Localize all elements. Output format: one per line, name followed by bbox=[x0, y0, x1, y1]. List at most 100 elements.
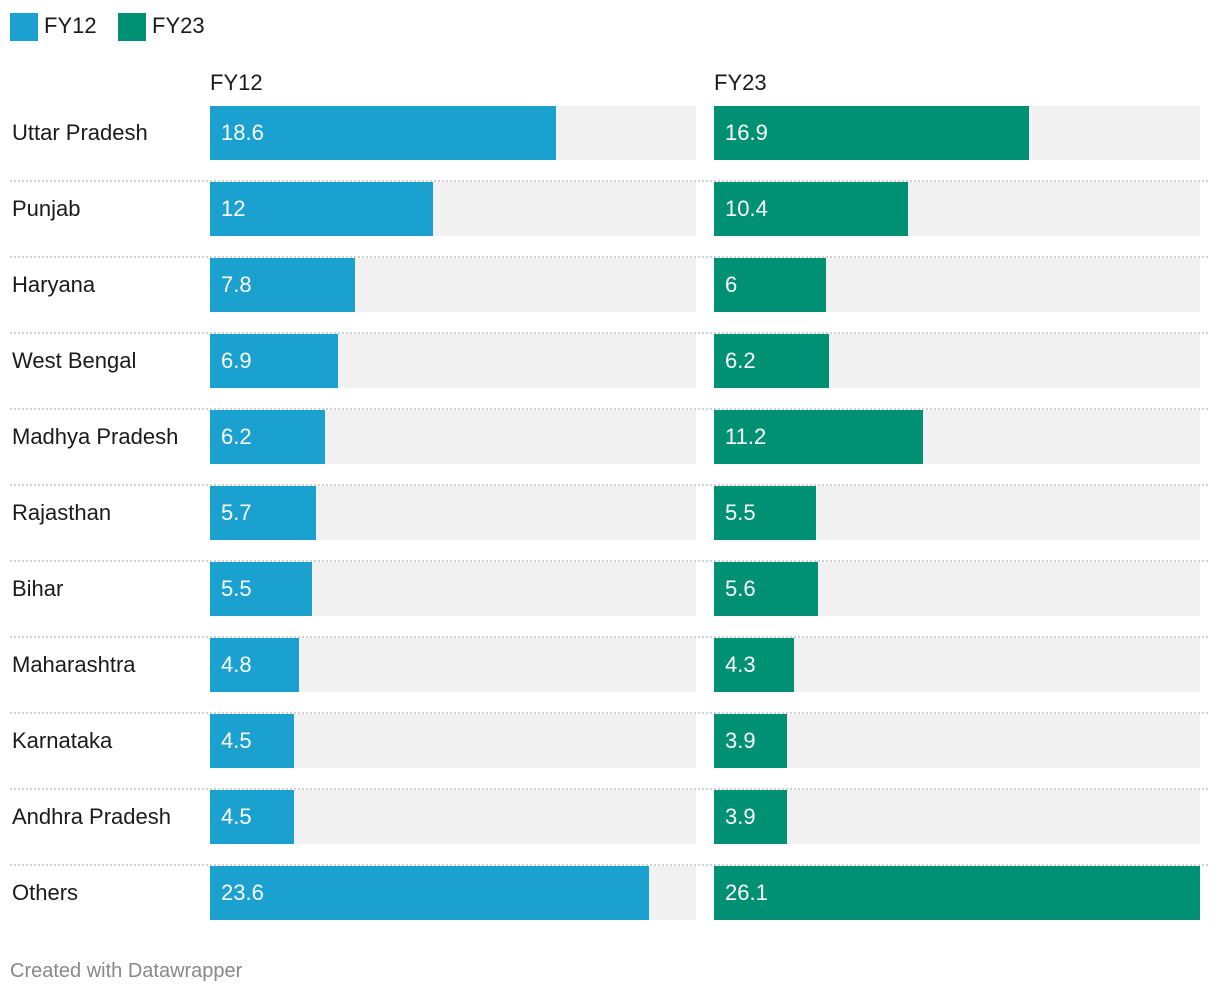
bar-fy12[interactable]: 6.2 bbox=[210, 410, 326, 464]
chart-row-andhra-pradesh: Andhra Pradesh 4.5 3.9 bbox=[10, 790, 1208, 866]
legend-label: FY12 bbox=[44, 13, 97, 38]
bar-value-label: 6.9 bbox=[221, 348, 252, 373]
bar-value-label: 3.9 bbox=[725, 728, 756, 753]
row-separator bbox=[10, 864, 1208, 866]
bar-value-label: 3.9 bbox=[725, 804, 756, 829]
bar-track-fy12: 12 bbox=[210, 182, 696, 236]
category-label: Madhya Pradesh bbox=[12, 424, 179, 449]
category-label: Punjab bbox=[12, 196, 81, 221]
bar-value-label: 5.7 bbox=[221, 500, 252, 525]
chart-row-rajasthan: Rajasthan 5.7 5.5 bbox=[10, 486, 1208, 562]
category-label: West Bengal bbox=[12, 348, 137, 373]
bar-value-label: 6.2 bbox=[221, 424, 252, 449]
bar-track-fy23: 5.6 bbox=[714, 562, 1200, 616]
bar-value-label: 26.1 bbox=[725, 880, 768, 905]
row-separator bbox=[10, 560, 1208, 562]
row-separator bbox=[10, 788, 1208, 790]
chart-row-west-bengal: West Bengal 6.9 6.2 bbox=[10, 334, 1208, 410]
bar-track-fy12: 4.8 bbox=[210, 638, 696, 692]
category-label: Uttar Pradesh bbox=[12, 120, 148, 145]
bar-fy23[interactable]: 26.1 bbox=[714, 866, 1200, 920]
chart-row-others: Others 23.6 26.1 bbox=[10, 866, 1208, 942]
bar-fy23[interactable]: 10.4 bbox=[714, 182, 908, 236]
bar-fy23[interactable]: 5.5 bbox=[714, 486, 817, 540]
bar-fy12[interactable]: 5.5 bbox=[210, 562, 313, 616]
row-separator bbox=[10, 180, 1208, 182]
chart-row-bihar: Bihar 5.5 5.6 bbox=[10, 562, 1208, 638]
bar-fy12[interactable]: 23.6 bbox=[210, 866, 650, 920]
bar-fy12[interactable]: 4.5 bbox=[210, 790, 294, 844]
bar-track-fy23: 6.2 bbox=[714, 334, 1200, 388]
bar-track-fy12: 18.6 bbox=[210, 106, 696, 160]
bar-value-label: 10.4 bbox=[725, 196, 768, 221]
bar-track-fy12: 5.5 bbox=[210, 562, 696, 616]
bar-fy12[interactable]: 12 bbox=[210, 182, 434, 236]
bar-track-fy12: 23.6 bbox=[210, 866, 696, 920]
bar-value-label: 16.9 bbox=[725, 120, 768, 145]
bar-value-label: 6 bbox=[725, 272, 738, 297]
bar-value-label: 23.6 bbox=[221, 880, 264, 905]
bar-value-label: 5.6 bbox=[725, 576, 756, 601]
bar-track-fy23: 6 bbox=[714, 258, 1200, 312]
bar-track-fy23: 3.9 bbox=[714, 790, 1200, 844]
bar-fy12[interactable]: 6.9 bbox=[210, 334, 339, 388]
bar-fy23[interactable]: 6.2 bbox=[714, 334, 830, 388]
column-header-fy23: FY23 bbox=[714, 70, 767, 95]
category-label: Bihar bbox=[12, 576, 64, 601]
category-label: Andhra Pradesh bbox=[12, 804, 171, 829]
chart-row-madhya-pradesh: Madhya Pradesh 6.2 11.2 bbox=[10, 410, 1208, 486]
bar-track-fy12: 4.5 bbox=[210, 790, 696, 844]
bar-track-fy23: 16.9 bbox=[714, 106, 1200, 160]
row-separator bbox=[10, 332, 1208, 334]
bar-value-label: 5.5 bbox=[725, 500, 756, 525]
bar-track-fy12: 6.9 bbox=[210, 334, 696, 388]
bar-value-label: 4.8 bbox=[221, 652, 252, 677]
bar-fy23[interactable]: 11.2 bbox=[714, 410, 923, 464]
bar-track-fy12: 6.2 bbox=[210, 410, 696, 464]
bar-fy12[interactable]: 4.8 bbox=[210, 638, 300, 692]
bar-fy23[interactable]: 3.9 bbox=[714, 714, 787, 768]
row-separator bbox=[10, 484, 1208, 486]
bar-value-label: 5.5 bbox=[221, 576, 252, 601]
bar-track-fy12: 5.7 bbox=[210, 486, 696, 540]
chart-row-maharashtra: Maharashtra 4.8 4.3 bbox=[10, 638, 1208, 714]
bar-value-label: 11.2 bbox=[725, 424, 767, 449]
bar-value-label: 4.5 bbox=[221, 728, 252, 753]
bar-value-label: 4.5 bbox=[221, 804, 252, 829]
bar-value-label: 4.3 bbox=[725, 652, 756, 677]
bar-track-fy23: 26.1 bbox=[714, 866, 1200, 920]
bar-fy12[interactable]: 4.5 bbox=[210, 714, 294, 768]
row-separator bbox=[10, 408, 1208, 410]
category-label: Rajasthan bbox=[12, 500, 112, 525]
bar-fy23[interactable]: 4.3 bbox=[714, 638, 795, 692]
bar-track-fy23: 10.4 bbox=[714, 182, 1200, 236]
legend-swatch bbox=[118, 13, 146, 41]
bar-value-label: 6.2 bbox=[725, 348, 756, 373]
legend-label: FY23 bbox=[152, 13, 205, 38]
row-separator bbox=[10, 636, 1208, 638]
bar-track-fy12: 7.8 bbox=[210, 258, 696, 312]
chart-row-uttar-pradesh: Uttar Pradesh 18.6 16.9 bbox=[10, 106, 1208, 182]
chart-row-punjab: Punjab 12 10.4 bbox=[10, 182, 1208, 258]
bar-fy23[interactable]: 3.9 bbox=[714, 790, 787, 844]
category-label: Haryana bbox=[12, 272, 96, 297]
chart-row-haryana: Haryana 7.8 6 bbox=[10, 258, 1208, 334]
bar-track-fy23: 11.2 bbox=[714, 410, 1200, 464]
column-header-fy12: FY12 bbox=[210, 70, 263, 95]
row-separator bbox=[10, 256, 1208, 258]
legend-swatch bbox=[10, 13, 38, 41]
bar-fy23[interactable]: 6 bbox=[714, 258, 826, 312]
category-label: Others bbox=[12, 880, 79, 905]
bar-track-fy23: 4.3 bbox=[714, 638, 1200, 692]
bar-value-label: 12 bbox=[221, 196, 246, 221]
bar-value-label: 18.6 bbox=[221, 120, 264, 145]
bar-fy23[interactable]: 5.6 bbox=[714, 562, 819, 616]
bar-fy12[interactable]: 7.8 bbox=[210, 258, 356, 312]
credit-text[interactable]: Created with Datawrapper bbox=[10, 960, 243, 982]
bar-track-fy23: 5.5 bbox=[714, 486, 1200, 540]
bar-fy12[interactable]: 18.6 bbox=[210, 106, 557, 160]
bar-fy23[interactable]: 16.9 bbox=[714, 106, 1029, 160]
bar-fy12[interactable]: 5.7 bbox=[210, 486, 317, 540]
bar-track-fy23: 3.9 bbox=[714, 714, 1200, 768]
category-label: Maharashtra bbox=[12, 652, 136, 677]
